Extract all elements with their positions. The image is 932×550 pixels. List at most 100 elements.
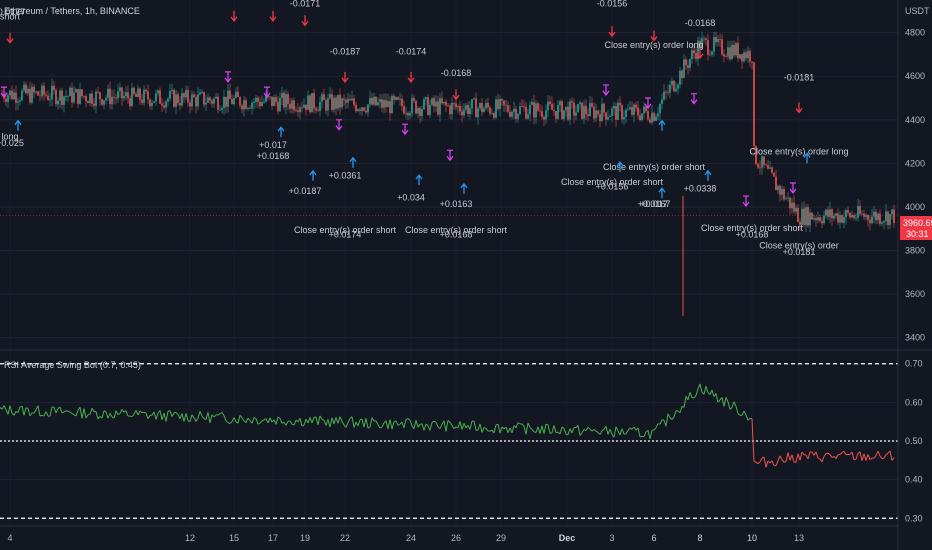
- rsi-line-segment: [485, 428, 489, 432]
- trade-label: +0.0168: [257, 151, 290, 161]
- rsi-line-segment: [873, 455, 877, 459]
- rsi-line-segment: [221, 412, 225, 416]
- candle-body: [753, 62, 755, 146]
- candle-body: [815, 218, 817, 221]
- rsi-line-segment: [543, 423, 547, 434]
- candle-body: [145, 89, 147, 92]
- rsi-line-segment: [463, 422, 467, 429]
- trade-label: +0.017: [259, 140, 287, 150]
- candle-body: [103, 100, 105, 105]
- candle-body: [119, 87, 121, 92]
- candle-body: [25, 84, 27, 94]
- trade-label: +0.0174: [329, 229, 362, 239]
- short-arrow: [696, 47, 704, 60]
- rsi-line-segment: [85, 414, 89, 419]
- candle-body: [395, 97, 397, 100]
- candle-body: [375, 96, 377, 106]
- candle-body: [553, 109, 555, 112]
- rsi-line-segment: [483, 426, 487, 429]
- candle-body: [479, 102, 481, 109]
- candle-body: [137, 88, 139, 97]
- candle-body: [121, 87, 123, 99]
- rsi-line-segment: [731, 401, 735, 408]
- candle-body: [163, 105, 165, 108]
- rsi-line-segment: [883, 454, 887, 459]
- candle-body: [821, 221, 823, 224]
- candle-body: [213, 98, 215, 104]
- candle-body: [737, 42, 739, 59]
- rsi-line-segment: [415, 420, 419, 428]
- candle-body: [181, 93, 183, 106]
- candle-body: [335, 97, 337, 109]
- rsi-line-segment: [323, 419, 327, 426]
- candle-body: [811, 212, 813, 220]
- rsi-line-segment: [627, 427, 631, 431]
- price-tick-label: 3800: [905, 246, 925, 256]
- candle-body: [177, 94, 179, 104]
- candle-body: [75, 89, 77, 93]
- candle-body: [787, 197, 789, 199]
- candle-body: [517, 114, 519, 119]
- rsi-line-segment: [177, 414, 181, 420]
- rsi-line-segment: [231, 417, 235, 422]
- rsi-line-segment: [211, 414, 215, 418]
- candle-body: [639, 115, 641, 121]
- rsi-line-segment: [95, 411, 99, 420]
- rsi-line-segment: [109, 413, 113, 418]
- rsi-line-segment: [581, 429, 585, 434]
- rsi-line-segment: [335, 417, 339, 424]
- candle-body: [245, 100, 247, 109]
- candle-body: [725, 56, 727, 58]
- candle-body: [881, 222, 883, 224]
- rsi-line-segment: [339, 416, 343, 422]
- rsi-line-segment: [531, 428, 535, 433]
- long-arrow: [14, 119, 22, 131]
- rsi-line-segment: [9, 405, 13, 414]
- candle-body: [401, 98, 403, 107]
- candle-body: [147, 91, 149, 100]
- rsi-line-segment: [559, 427, 563, 435]
- trade-label: +0.0361: [329, 171, 362, 181]
- rsi-line-segment: [1, 405, 5, 410]
- candle-body: [195, 97, 197, 107]
- candle-body: [833, 215, 835, 219]
- candle-body: [495, 99, 497, 118]
- candle-body: [501, 99, 503, 101]
- candle-body: [733, 45, 735, 56]
- rsi-line-segment: [293, 419, 297, 426]
- candle-body: [327, 98, 329, 111]
- candle-body: [645, 106, 647, 112]
- rsi-line-segment: [311, 417, 315, 424]
- candle-body: [129, 98, 131, 107]
- rsi-line-segment: [431, 420, 435, 423]
- rsi-line-segment: [615, 426, 619, 432]
- candle-body: [69, 87, 71, 97]
- candle-body: [393, 95, 395, 100]
- rsi-line-segment: [87, 413, 91, 416]
- candle-body: [685, 59, 687, 66]
- candle-body: [801, 208, 803, 225]
- rsi-line-segment: [67, 410, 71, 413]
- rsi-line-segment: [21, 406, 25, 416]
- rsi-line-segment: [717, 399, 721, 403]
- rsi-line-segment: [515, 422, 519, 429]
- candle-body: [125, 92, 127, 97]
- rsi-line-segment: [425, 423, 429, 427]
- candle-body: [463, 109, 465, 116]
- candle-body: [875, 211, 877, 221]
- rsi-line-segment: [23, 407, 27, 416]
- time-tick-label: 10: [747, 533, 757, 543]
- rsi-line-segment: [741, 410, 745, 416]
- candle-body: [767, 165, 769, 169]
- rsi-line-segment: [547, 424, 551, 434]
- rsi-line-segment: [175, 412, 179, 415]
- rsi-line-segment: [791, 454, 795, 463]
- candle-body: [503, 100, 505, 106]
- time-tick-label: 15: [229, 533, 239, 543]
- rsi-line-segment: [39, 414, 43, 417]
- candle-body: [519, 106, 521, 115]
- rsi-line-segment: [839, 452, 843, 455]
- candle-body: [813, 218, 815, 220]
